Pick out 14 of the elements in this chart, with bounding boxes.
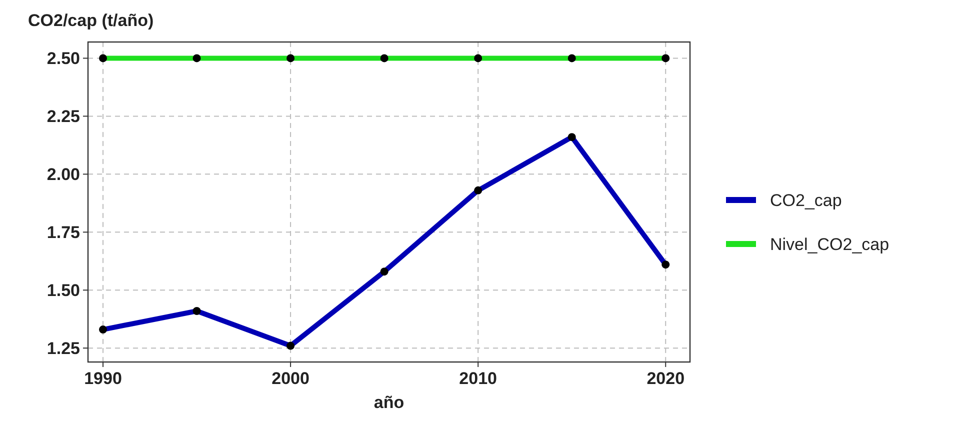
y-tick-label: 1.25 bbox=[46, 339, 80, 358]
y-axis-title: CO2/cap (t/año) bbox=[28, 11, 154, 30]
y-tick-label: 2.00 bbox=[46, 165, 80, 184]
x-tick-label: 2000 bbox=[272, 369, 310, 388]
x-tick-label: 1990 bbox=[84, 369, 122, 388]
y-tick-label: 1.50 bbox=[46, 281, 80, 300]
legend-label: CO2_cap bbox=[770, 191, 842, 210]
y-tick-label: 1.75 bbox=[46, 223, 80, 242]
x-tick-label: 2020 bbox=[646, 369, 685, 388]
x-tick-label: 2010 bbox=[459, 369, 497, 388]
y-tick-label: 2.50 bbox=[46, 49, 80, 68]
legend-label: Nivel_CO2_cap bbox=[770, 235, 890, 254]
x-axis-title: año bbox=[374, 393, 404, 412]
y-tick-label: 2.25 bbox=[46, 107, 80, 126]
